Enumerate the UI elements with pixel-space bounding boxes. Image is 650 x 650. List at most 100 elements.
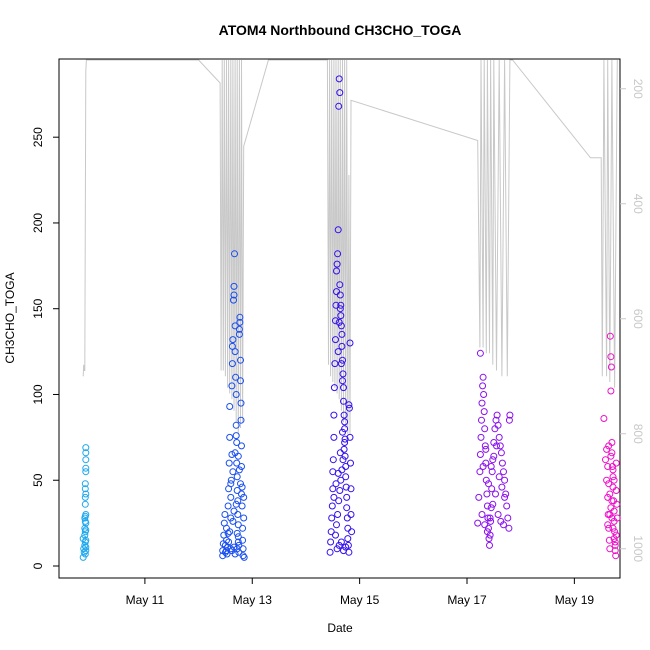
data-point — [81, 493, 89, 501]
data-point — [341, 425, 349, 433]
data-point — [611, 541, 619, 549]
data-point — [82, 526, 90, 534]
data-point — [345, 404, 353, 412]
data-point — [495, 433, 503, 441]
data-point — [498, 483, 506, 491]
data-point — [81, 550, 89, 558]
data-point — [479, 382, 487, 390]
data-point — [482, 445, 490, 453]
y-axis-left: 0 50 100 150 200 250 — [31, 127, 59, 569]
data-point — [235, 548, 243, 556]
data-point — [81, 500, 89, 508]
data-point — [224, 529, 232, 537]
series-flight4 — [474, 349, 514, 549]
data-point — [481, 425, 489, 433]
data-point — [224, 502, 232, 510]
y-right-tick-label: 400 — [631, 194, 645, 214]
y-tick-label: 50 — [31, 473, 45, 487]
data-point — [223, 550, 231, 558]
y-right-tick-label: 200 — [631, 79, 645, 99]
data-point — [233, 473, 241, 481]
data-point — [235, 541, 243, 549]
data-point — [336, 487, 344, 494]
data-point — [340, 397, 347, 405]
data-point — [232, 391, 240, 398]
data-point — [480, 408, 488, 416]
data-point — [234, 497, 242, 505]
data-point — [239, 536, 247, 544]
data-point — [605, 480, 613, 488]
data-point — [226, 403, 234, 410]
data-point — [494, 511, 502, 518]
data-point — [234, 533, 242, 541]
y-tick-label: 200 — [31, 213, 45, 233]
data-point — [485, 535, 493, 543]
data-point — [479, 373, 487, 381]
data-point — [612, 487, 620, 494]
data-point — [238, 483, 246, 491]
data-point — [332, 336, 339, 344]
data-point — [346, 433, 354, 441]
data-point — [338, 466, 346, 474]
data-point — [504, 514, 512, 522]
data-point — [338, 342, 346, 350]
series-flight2 — [219, 250, 248, 561]
data-point — [482, 476, 490, 484]
data-point — [82, 468, 90, 476]
data-point — [231, 348, 239, 356]
altitude-line-layer — [82, 59, 618, 434]
data-point — [602, 456, 609, 464]
data-point — [336, 291, 344, 299]
data-point — [329, 485, 337, 493]
data-point — [234, 452, 242, 460]
data-point — [488, 485, 496, 493]
data-point — [337, 322, 345, 330]
data-point — [501, 476, 509, 484]
data-point — [334, 226, 342, 234]
data-point — [608, 497, 616, 505]
data-point — [496, 442, 504, 450]
data-point — [607, 363, 615, 371]
data-point — [343, 504, 351, 512]
data-point — [229, 336, 237, 344]
data-point — [335, 318, 343, 326]
data-point — [232, 432, 240, 440]
data-point — [232, 373, 240, 381]
data-point — [334, 250, 342, 258]
data-point — [600, 415, 608, 422]
data-point — [240, 553, 248, 561]
data-point — [344, 535, 352, 543]
data-point — [333, 545, 341, 553]
data-point — [495, 473, 503, 481]
y-tick-label: 250 — [31, 127, 45, 147]
data-point — [610, 476, 618, 484]
data-point — [237, 416, 245, 424]
data-point — [489, 500, 497, 508]
data-point — [607, 353, 615, 361]
data-point — [483, 528, 491, 536]
data-point — [82, 464, 90, 472]
data-point — [229, 517, 237, 525]
data-point — [227, 476, 235, 484]
data-point — [227, 480, 235, 488]
data-point — [237, 377, 244, 385]
data-point — [348, 528, 356, 536]
data-point — [339, 456, 347, 464]
data-point — [232, 500, 240, 508]
points-layer — [79, 75, 621, 561]
data-point — [336, 449, 344, 457]
data-point — [604, 463, 612, 470]
data-point — [338, 330, 346, 338]
y-right-tick-label: 600 — [631, 309, 645, 329]
y-right-tick-label: 1000 — [631, 535, 645, 562]
data-point — [493, 411, 501, 419]
data-point — [227, 514, 235, 522]
data-point — [329, 456, 337, 464]
y-right-tick-label: 800 — [631, 424, 645, 444]
data-point — [340, 547, 347, 555]
data-point — [478, 511, 486, 518]
data-point — [505, 416, 513, 424]
data-point — [334, 511, 342, 518]
data-point — [480, 391, 488, 398]
data-point — [481, 442, 489, 450]
